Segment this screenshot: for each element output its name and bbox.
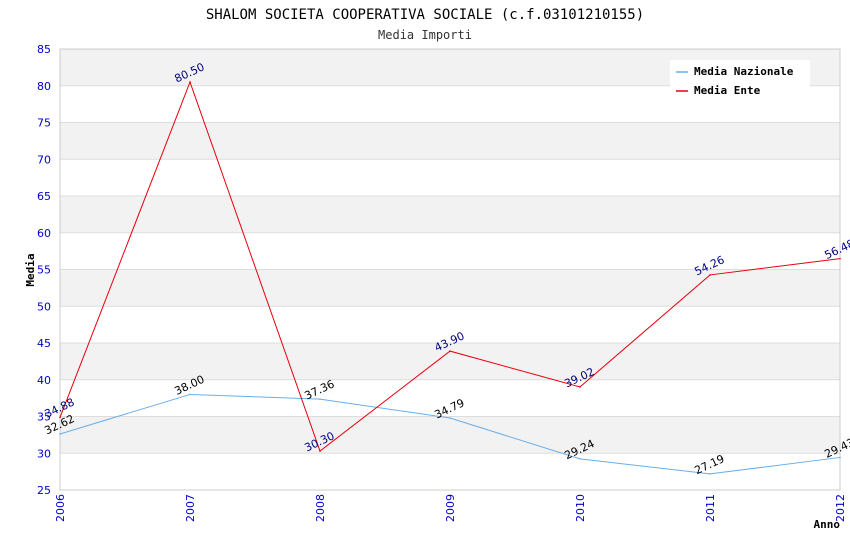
plot-frame xyxy=(59,48,841,491)
grid-band xyxy=(60,269,840,307)
data-point-media-nazionale xyxy=(839,456,841,459)
x-tick-label: 2012 xyxy=(834,494,847,522)
x-tick-label: 2007 xyxy=(184,494,197,522)
legend-label-media-ente: Media Ente xyxy=(694,84,761,97)
y-tick-label: 30 xyxy=(37,447,51,460)
grid-band xyxy=(60,159,840,196)
data-point-media-ente xyxy=(59,416,61,419)
grid-band xyxy=(60,343,840,380)
data-point-media-nazionale xyxy=(319,398,321,400)
y-tick-label: 55 xyxy=(37,264,51,277)
x-tick-label: 2009 xyxy=(444,494,457,522)
plot-background xyxy=(59,48,841,491)
y-axis: 25 30 35 40 45 50 55 60 65 70 75 80 85 xyxy=(37,43,51,497)
x-tick-label: 2011 xyxy=(704,494,717,522)
grid-band xyxy=(60,453,840,490)
grid-band xyxy=(60,306,840,343)
x-axis-title: Anno xyxy=(814,518,841,531)
legend-label-media-nazionale: Media Nazionale xyxy=(694,65,794,78)
legend-box xyxy=(670,60,810,100)
grid-band xyxy=(60,416,840,454)
data-point-media-nazionale xyxy=(579,458,581,460)
chart-title: SHALOM SOCIETA COOPERATIVA SOCIALE (c.f.… xyxy=(206,7,644,23)
data-point-media-ente xyxy=(449,350,451,352)
x-axis: 2006 2007 2008 2009 2010 2011 2012 xyxy=(54,494,847,522)
y-tick-label: 45 xyxy=(37,337,51,350)
data-point-media-ente xyxy=(189,81,191,83)
x-tick-label: 2006 xyxy=(54,494,67,522)
data-point-media-ente xyxy=(319,450,321,452)
x-tick-label: 2008 xyxy=(314,494,327,522)
data-point-media-ente xyxy=(709,274,711,276)
data-point-media-nazionale xyxy=(449,417,451,419)
data-point-media-ente xyxy=(839,257,841,260)
data-point-media-nazionale xyxy=(189,393,191,396)
chart-subtitle: Media Importi xyxy=(378,28,472,42)
grid-band xyxy=(60,196,840,233)
series-layer xyxy=(59,80,841,475)
grid-band xyxy=(60,122,840,160)
grid-band xyxy=(60,379,840,417)
grid-band xyxy=(60,232,840,270)
y-tick-label: 50 xyxy=(37,300,51,313)
x-tick-label: 2010 xyxy=(574,494,587,522)
y-tick-label: 70 xyxy=(37,153,51,166)
y-tick-label: 80 xyxy=(37,80,51,93)
y-tick-label: 85 xyxy=(37,43,51,56)
y-tick-label: 60 xyxy=(37,227,51,240)
y-axis-title: Media xyxy=(24,253,37,286)
data-point-media-nazionale xyxy=(59,433,61,435)
data-point-media-ente xyxy=(579,386,581,388)
legend: Media Nazionale Media Ente xyxy=(670,60,810,100)
y-tick-label: 35 xyxy=(37,411,51,424)
y-tick-label: 40 xyxy=(37,374,51,387)
y-tick-label: 25 xyxy=(37,484,51,497)
data-point-media-nazionale xyxy=(709,473,711,475)
y-tick-label: 75 xyxy=(37,117,51,130)
y-tick-label: 65 xyxy=(37,190,51,203)
